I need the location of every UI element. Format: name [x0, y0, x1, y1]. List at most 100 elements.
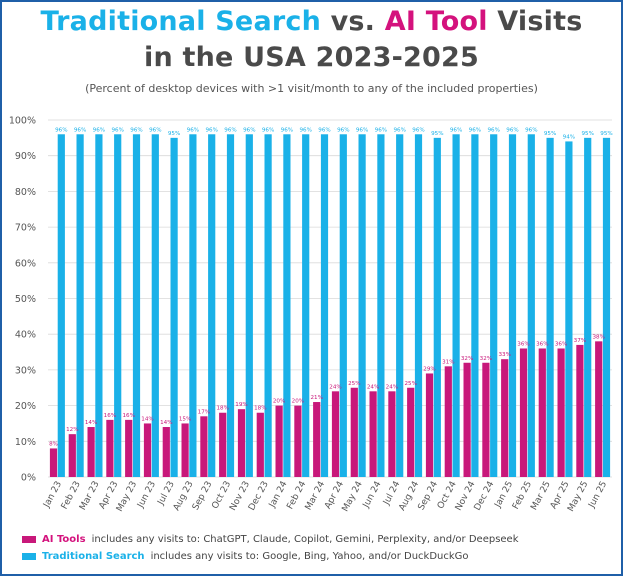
label-ai-21: 31% [442, 359, 454, 365]
bar-traditional-17 [377, 134, 385, 477]
label-traditional-0: 96% [55, 127, 67, 133]
label-traditional-5: 96% [149, 127, 161, 133]
chart-subtitle: (Percent of desktop devices with >1 visi… [85, 82, 538, 95]
bar-ai-20 [425, 373, 434, 477]
bar-ai-19 [407, 387, 415, 477]
bar-ai-22 [463, 362, 471, 477]
label-traditional-6: 95% [168, 131, 180, 137]
y-tick-label: 10% [15, 437, 36, 448]
bar-traditional-5 [151, 134, 159, 477]
y-axis-ticks: 0% 10% 20% 30% 40% 50% 60% 70% 80% 90% 100% [9, 116, 36, 484]
label-ai-14: 21% [310, 395, 322, 401]
y-tick-label: 20% [15, 401, 36, 412]
label-traditional-4: 96% [130, 127, 142, 133]
bar-ai-8 [200, 416, 208, 477]
label-traditional-10: 96% [243, 127, 255, 133]
bar-traditional-22 [471, 134, 479, 477]
label-ai-12: 20% [273, 399, 285, 405]
label-traditional-22: 96% [469, 127, 481, 133]
label-ai-6: 14% [160, 420, 172, 426]
y-tick-label: 40% [15, 330, 36, 341]
y-tick-label: 80% [15, 187, 36, 198]
bar-traditional-18 [396, 134, 404, 477]
bar-ai-28 [576, 344, 584, 477]
label-ai-20: 29% [423, 366, 435, 372]
label-ai-8: 17% [198, 409, 210, 415]
label-ai-13: 20% [292, 399, 304, 405]
label-ai-3: 16% [104, 413, 116, 419]
bar-ai-9 [219, 412, 227, 477]
bar-traditional-29 [602, 137, 611, 477]
bar-traditional-10 [245, 134, 253, 477]
x-tick-label: Jun 24 [361, 479, 384, 510]
label-ai-29: 38% [592, 334, 604, 340]
label-traditional-19: 96% [412, 127, 424, 133]
label-traditional-2: 96% [93, 127, 105, 133]
label-ai-9: 18% [216, 406, 228, 412]
bar-traditional-1 [76, 134, 84, 477]
grid-lines [48, 119, 612, 478]
label-traditional-29: 95% [600, 131, 612, 137]
label-ai-0: 8% [49, 441, 58, 447]
bar-ai-0 [49, 448, 58, 477]
y-tick-label: 70% [15, 223, 36, 234]
bar-traditional-26 [546, 137, 554, 477]
label-traditional-27: 94% [563, 134, 575, 140]
title-visits: Visits [487, 6, 583, 37]
bar-ai-26 [538, 348, 546, 477]
y-tick-label: 100% [9, 116, 36, 127]
chart-title-line1: Traditional Search vs. AI Tool Visits [0, 6, 623, 37]
bar-ai-1 [68, 434, 76, 477]
label-ai-7: 15% [179, 416, 191, 422]
label-ai-1: 12% [66, 427, 78, 433]
bar-ai-12 [275, 405, 283, 477]
label-ai-24: 33% [498, 352, 510, 358]
y-tick-label: 90% [15, 151, 36, 162]
bar-ai-4 [125, 419, 133, 477]
y-tick-label: 30% [15, 365, 36, 376]
bar-traditional-28 [584, 137, 592, 477]
title-traditional-search: Traditional Search [40, 6, 322, 37]
legend-ai-swatch [22, 536, 36, 543]
bar-traditional-14 [320, 134, 329, 477]
label-traditional-24: 96% [506, 127, 518, 133]
label-ai-19: 25% [404, 381, 416, 387]
label-ai-11: 18% [254, 406, 266, 412]
bar-ai-5 [143, 423, 152, 477]
bar-traditional-2 [95, 134, 103, 477]
label-ai-26: 36% [536, 341, 548, 347]
bar-ai-18 [388, 391, 396, 477]
bar-traditional-27 [565, 141, 573, 478]
bar-ai-16 [350, 387, 358, 477]
label-traditional-7: 96% [187, 127, 199, 133]
bar-traditional-11 [264, 134, 272, 477]
bar-traditional-15 [339, 134, 347, 477]
label-traditional-15: 96% [337, 127, 349, 133]
label-ai-10: 19% [235, 402, 247, 408]
bar-ai-3 [106, 419, 114, 477]
bar-ai-11 [256, 412, 264, 477]
label-ai-4: 16% [122, 413, 134, 419]
label-ai-15: 24% [329, 384, 341, 390]
legend-traditional-swatch [22, 553, 36, 560]
label-ai-18: 24% [386, 384, 398, 390]
value-labels: 96% 8% 96% 12% 96% 14% 96% 16% 96% 16% 96% 14% 95% 14… [49, 127, 613, 447]
legend-ai-desc: includes any visits to: ChatGPT, Claude,… [91, 534, 519, 545]
label-ai-16: 25% [348, 381, 360, 387]
bar-ai-7 [181, 423, 189, 477]
label-traditional-12: 96% [281, 127, 293, 133]
bar-traditional-6 [170, 137, 178, 477]
bar-traditional-8 [208, 134, 216, 477]
legend-ai-tools: AI Tools includes any visits to: ChatGPT… [22, 534, 519, 545]
title-ai-tool: AI Tool [384, 6, 488, 37]
legend-traditional-search: Traditional Search includes any visits t… [22, 551, 469, 562]
legend-ai-name: AI Tools [42, 534, 86, 545]
legend-traditional-name: Traditional Search [42, 551, 145, 562]
bar-ai-6 [162, 427, 170, 477]
label-traditional-11: 96% [262, 127, 274, 133]
bar-ai-17 [369, 391, 377, 477]
bar-traditional-4 [132, 134, 141, 477]
bars [49, 134, 611, 478]
